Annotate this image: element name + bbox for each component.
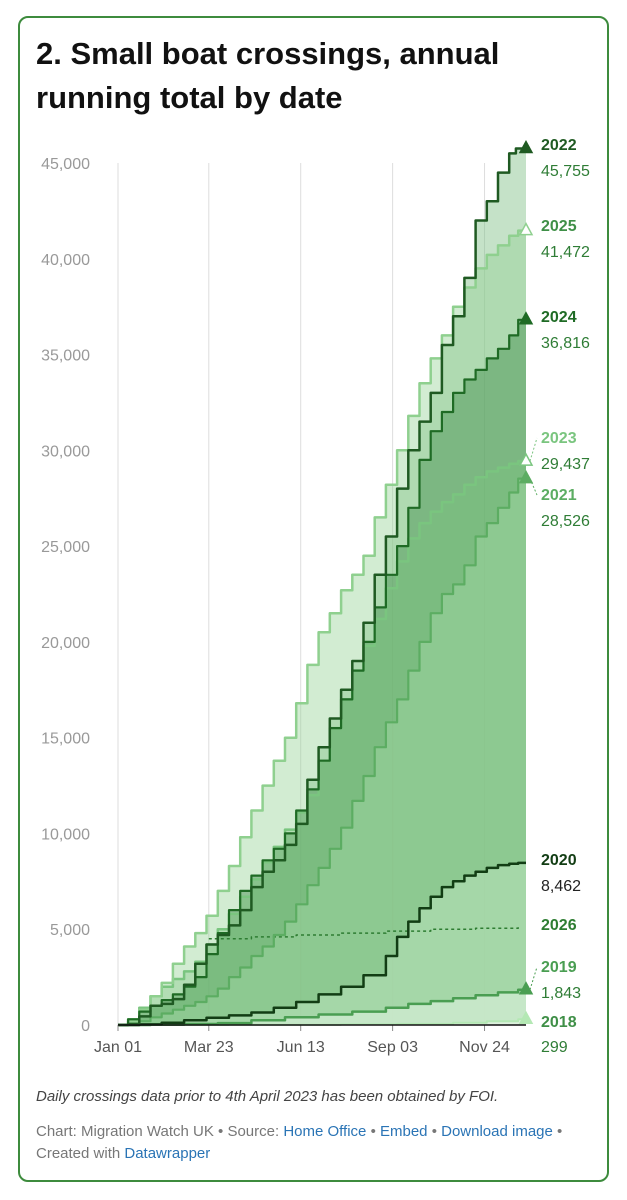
end-marker-2021 [518,470,534,484]
credit-chart: Chart: Migration Watch UK [36,1123,214,1140]
series-total-2021: 28,526 [541,513,590,530]
y-tick-label: 40,000 [41,252,90,269]
series-label-2019: 2019 [541,959,577,976]
y-tick-label: 5,000 [50,922,90,939]
chart-card [18,16,609,1182]
series-label-2018: 2018 [541,1014,577,1031]
line-2021 [118,477,526,1027]
line-2019 [118,988,526,1027]
x-tick-label: Mar 23 [184,1039,234,1056]
area-2023 [118,461,526,1026]
credit-created: Created with [36,1145,125,1162]
line-layer [118,139,534,1027]
download-image-link[interactable]: Download image [441,1123,553,1140]
end-marker-2022 [518,139,534,154]
series-total-2023: 29,437 [541,456,590,473]
series-label-2022: 2022 [541,137,577,154]
y-tick-label: 35,000 [41,348,90,365]
y-tick-label: 0 [81,1018,90,1035]
datawrapper-link[interactable]: Datawrapper [124,1145,211,1162]
y-tick-label: 45,000 [41,156,90,173]
line-2020 [118,861,526,1027]
series-total-2020: 8,462 [541,878,581,895]
chart-title: 2. Small boat crossings, annual running … [36,36,500,115]
x-tick-label: Nov 24 [459,1039,510,1056]
leader-2023 [529,437,538,462]
end-marker-2018 [518,1010,534,1025]
y-tick-label: 30,000 [41,443,90,460]
area-layer [118,148,526,1026]
series-label-2023: 2023 [541,430,577,447]
area-2025 [118,230,526,1026]
series-total-2024: 36,816 [541,335,590,352]
y-tick-label: 25,000 [41,539,90,556]
line-2026 [208,927,519,940]
x-tick-label: Jan 01 [94,1039,142,1056]
x-tick-label: Jun 13 [277,1039,325,1056]
end-marker-2023 [518,452,534,466]
area-2024 [118,319,526,1025]
leader-2019 [529,966,538,990]
area-2022 [118,148,526,1025]
y-tick-label: 10,000 [41,826,90,843]
series-total-2022: 45,755 [541,163,590,180]
end-marker-2025 [518,222,534,236]
y-tick-label: 20,000 [41,635,90,652]
series-total-2018: 299 [541,1039,568,1056]
series-total-2025: 41,472 [541,244,590,261]
embed-link[interactable]: Embed [380,1123,428,1140]
end-marker-2024 [518,311,534,325]
series-label-2026: 2026 [541,917,577,934]
source-link[interactable]: Home Office [283,1123,367,1140]
area-2021 [118,478,526,1026]
grid-layer [117,163,486,1025]
end-marker-2019 [518,981,534,995]
label-layer: 2022 45,755 2025 41,472 2024 36,816 2023 29,437… [529,137,590,1056]
y-tick-label: 15,000 [41,731,90,748]
chart-canvas: Jan 01 Mar 23 Jun 13 Sep 03 Nov 24 0 5,000 10,0… [41,137,590,1056]
x-tick-label: Sep 03 [367,1039,418,1056]
series-label-2021: 2021 [541,487,577,504]
series-label-2025: 2025 [541,218,577,235]
axis-layer: Jan 01 Mar 23 Jun 13 Sep 03 Nov 24 0 5,000 10,0… [41,156,526,1056]
series-total-2019: 1,843 [541,985,581,1002]
chart-note: Daily crossings data prior to 4th April … [36,1088,499,1105]
series-label-2024: 2024 [541,309,577,326]
chart-credits: Chart: Migration Watch UK • Source: Home… [36,1123,563,1162]
area-2019 [118,989,526,1025]
line-2024 [118,318,526,1027]
credit-source-prefix: Source: [227,1123,284,1140]
area-2020 [118,862,526,1025]
series-label-2020: 2020 [541,852,577,869]
line-2022 [118,147,526,1027]
line-2025 [118,229,526,1027]
leader-2021 [529,478,538,496]
